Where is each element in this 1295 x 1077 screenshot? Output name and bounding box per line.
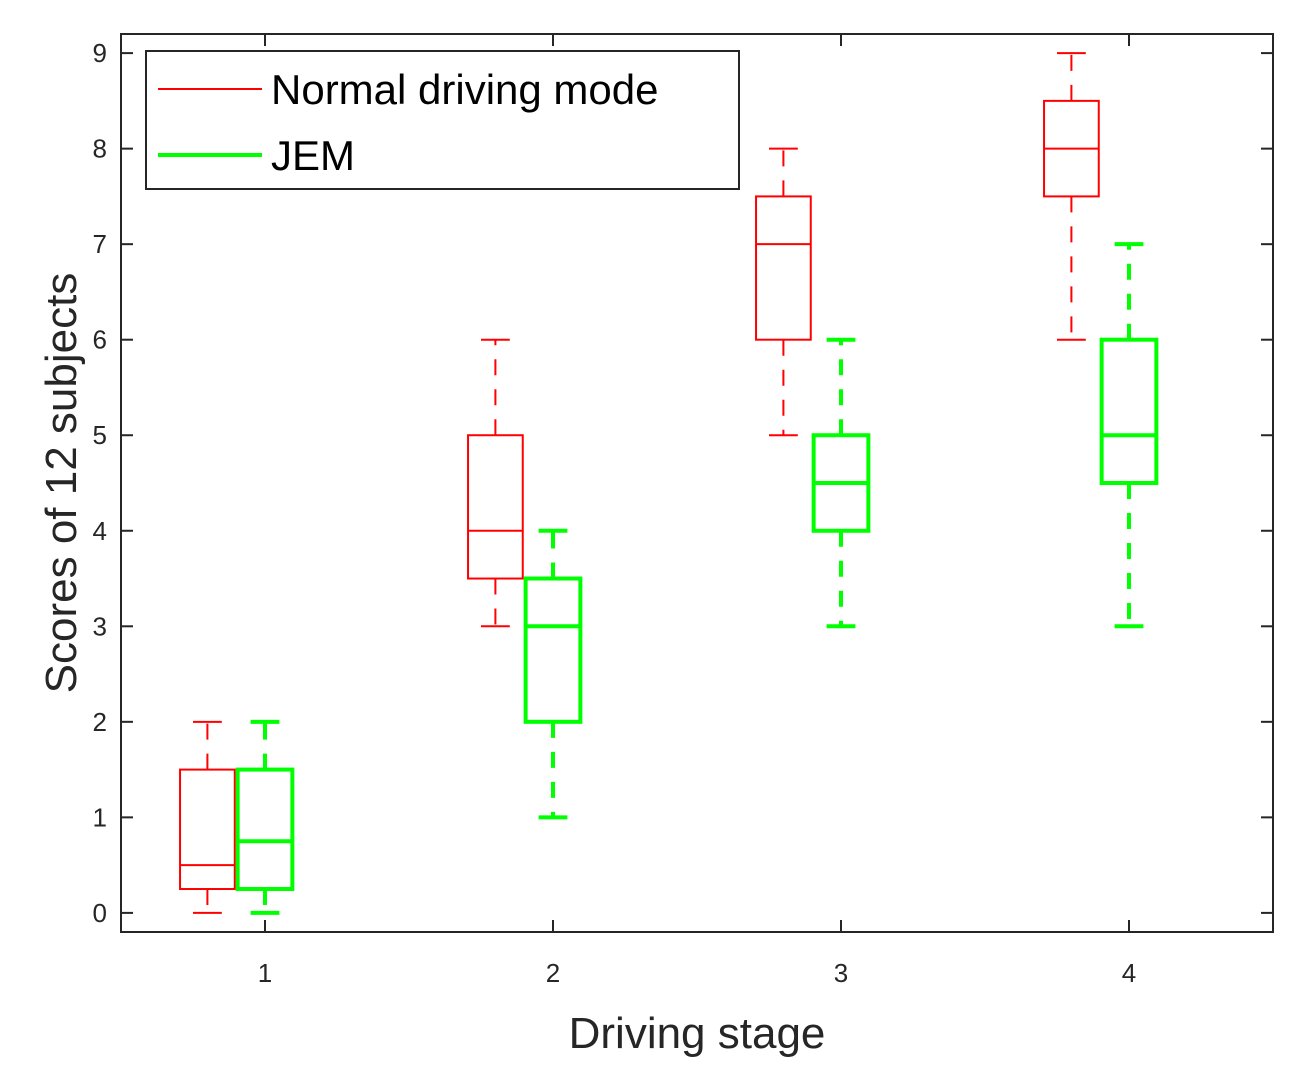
ticks-layer — [121, 34, 1273, 932]
x-tick-label: 4 — [1122, 958, 1136, 988]
box-normal-driving-mode-stage-1 — [179, 720, 236, 914]
iqr-box — [755, 195, 812, 341]
box-jem-stage-1 — [235, 719, 295, 915]
y-tick-label: 0 — [93, 898, 107, 928]
iqr-box — [235, 767, 295, 892]
box-normal-driving-mode-stage-2 — [467, 338, 524, 628]
y-tick-label: 6 — [93, 325, 107, 355]
box-normal-driving-mode-stage-3 — [755, 147, 812, 437]
box-normal-driving-mode-stage-4 — [1043, 52, 1100, 341]
y-tick-label: 3 — [93, 611, 107, 641]
y-tick-label: 9 — [93, 38, 107, 68]
iqr-box — [179, 768, 236, 891]
x-tick-label: 3 — [834, 958, 848, 988]
iqr-box — [1099, 337, 1159, 485]
y-tick-label: 8 — [93, 134, 107, 164]
iqr-box — [467, 434, 524, 580]
legend-label-normal-driving-mode: Normal driving mode — [271, 66, 658, 113]
x-axis-title: Driving stage — [569, 1009, 826, 1058]
x-tick-label: 2 — [546, 958, 560, 988]
iqr-box — [523, 576, 583, 724]
y-tick-label: 5 — [93, 420, 107, 450]
y-tick-label: 4 — [93, 516, 107, 546]
box-jem-stage-3 — [811, 337, 871, 629]
legend-box — [145, 50, 740, 190]
box-jem-stage-4 — [1099, 242, 1159, 629]
y-tick-label: 7 — [93, 229, 107, 259]
y-axis-title: Scores of 12 subjects — [37, 273, 86, 694]
boxes-layer — [179, 52, 1159, 915]
y-tick-label: 2 — [93, 707, 107, 737]
x-tick-label: 1 — [258, 958, 272, 988]
y-tick-label: 1 — [93, 802, 107, 832]
box-jem-stage-2 — [523, 528, 583, 820]
plot-frame — [120, 33, 1274, 933]
legend-label-jem: JEM — [271, 132, 355, 179]
labels-layer: 0 1 2 3 4 5 6 7 8 9 1 2 3 4 — [93, 38, 1137, 988]
legend: Normal driving mode JEM — [145, 50, 740, 190]
